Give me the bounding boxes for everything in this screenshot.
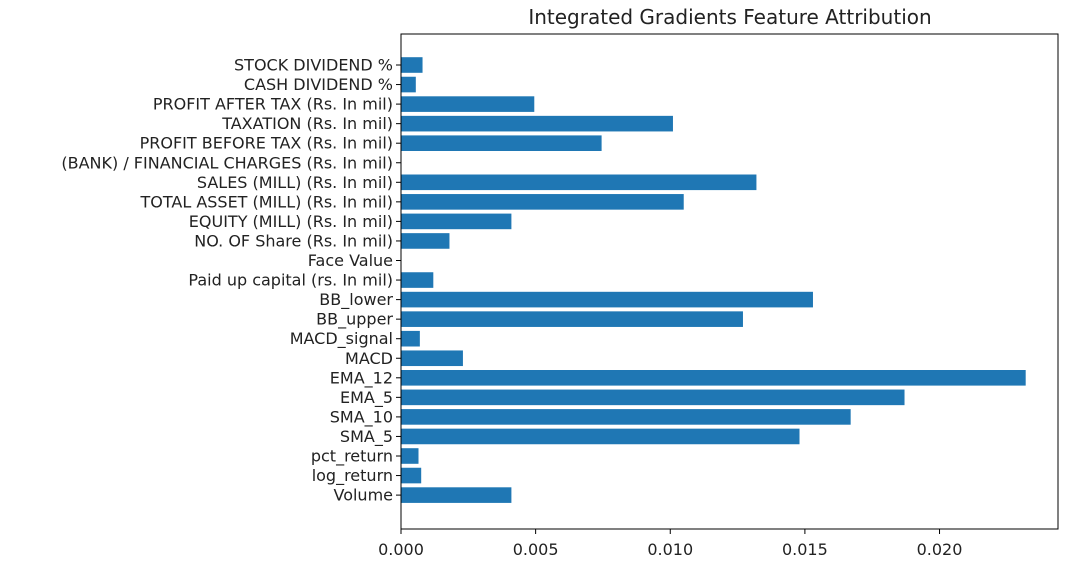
plot-frame [400, 33, 1059, 530]
y-tick-label: EQUITY (MILL) (Rs. In mil) [189, 212, 393, 231]
y-tick-label: pct_return [311, 447, 393, 467]
bar [401, 174, 757, 191]
y-tick-label: Face Value [308, 251, 393, 270]
y-tick-label: BB_upper [316, 310, 393, 330]
bar [401, 311, 743, 327]
y-tick-label: PROFIT BEFORE TAX (Rs. In mil) [140, 134, 393, 153]
bar [401, 135, 602, 151]
bars-group [401, 57, 1026, 503]
bar [401, 330, 420, 347]
bar [401, 487, 512, 503]
y-tick-label: MACD [345, 349, 393, 368]
x-tick-label: 0.000 [378, 540, 424, 559]
bar [401, 389, 905, 406]
bar [401, 76, 416, 93]
bar [401, 291, 813, 308]
bar [401, 194, 684, 210]
bar [401, 96, 535, 112]
bar [401, 57, 423, 73]
bar [401, 467, 422, 484]
bar [401, 213, 512, 230]
y-tick-label: EMA_5 [340, 388, 393, 408]
x-tick-label: 0.015 [782, 540, 828, 559]
y-tick-label: SMA_10 [330, 407, 393, 427]
bar [401, 370, 1026, 386]
x-axis-ticks: 0.000 0.005 0.010 0.015 0.020 [378, 529, 962, 559]
x-tick-label: 0.005 [513, 540, 559, 559]
bar [401, 350, 463, 367]
x-tick-label: 0.010 [647, 540, 693, 559]
y-tick-label: PROFIT AFTER TAX (Rs. In mil) [153, 95, 393, 114]
bar [401, 233, 450, 249]
y-tick-label: MACD_signal [290, 329, 393, 349]
bar [401, 115, 673, 132]
y-tick-label: TAXATION (Rs. In mil) [221, 114, 393, 133]
x-tick-label: 0.020 [917, 540, 963, 559]
y-axis-ticks: STOCK DIVIDEND %CASH DIVIDEND %PROFIT AF… [61, 56, 401, 505]
bar [401, 448, 419, 464]
y-tick-label: NO. OF Share (Rs. In mil) [194, 231, 393, 250]
bar [401, 409, 851, 425]
y-tick-label: EMA_12 [330, 368, 393, 388]
y-tick-label: SMA_5 [340, 427, 393, 447]
y-tick-label: (BANK) / FINANCIAL CHARGES (Rs. In mil) [61, 153, 393, 172]
y-tick-label: Paid up capital (rs. In mil) [188, 271, 393, 290]
bar [401, 272, 434, 288]
y-tick-label: TOTAL ASSET (MILL) (Rs. In mil) [139, 192, 393, 211]
y-tick-label: BB_lower [319, 290, 393, 310]
y-tick-label: log_return [312, 466, 393, 486]
bar [401, 428, 800, 445]
y-tick-label: Volume [333, 486, 393, 505]
chart-title: Integrated Gradients Feature Attribution [528, 5, 931, 29]
y-tick-label: SALES (MILL) (Rs. In mil) [197, 173, 393, 192]
y-tick-label: CASH DIVIDEND % [244, 75, 393, 94]
y-tick-label: STOCK DIVIDEND % [234, 56, 393, 75]
